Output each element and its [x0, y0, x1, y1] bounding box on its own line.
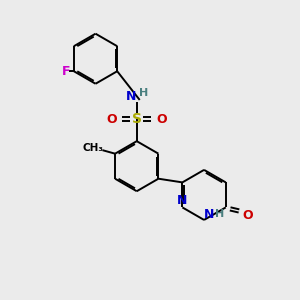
Text: O: O — [106, 112, 117, 126]
Text: N: N — [204, 208, 214, 220]
Text: N: N — [177, 194, 188, 207]
Text: O: O — [157, 112, 167, 126]
Text: F: F — [62, 65, 71, 78]
Text: O: O — [242, 208, 253, 222]
Text: CH₃: CH₃ — [82, 143, 103, 153]
Text: H: H — [139, 88, 148, 98]
Text: S: S — [132, 112, 142, 126]
Text: N: N — [126, 91, 136, 103]
Text: H: H — [215, 209, 224, 219]
